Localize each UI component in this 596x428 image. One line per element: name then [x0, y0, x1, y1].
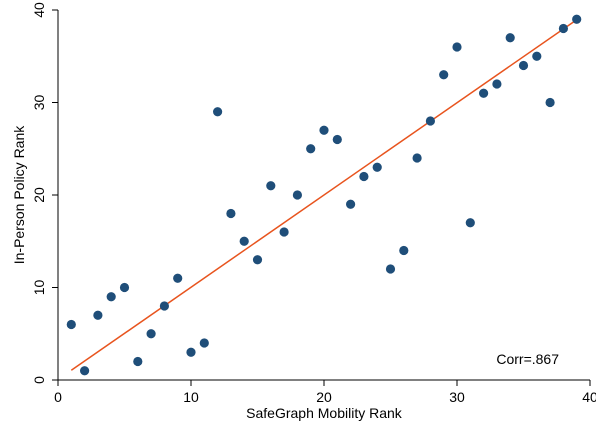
data-point: [346, 199, 356, 209]
data-point: [359, 171, 369, 182]
x-ticks: 0 10 20 30 40: [54, 380, 596, 405]
data-point: [558, 23, 569, 34]
data-point: [133, 356, 143, 367]
data-point: [492, 79, 502, 89]
data-point: [146, 329, 156, 339]
data-point: [279, 227, 289, 237]
data-point: [159, 301, 169, 311]
x-tick-label: 10: [183, 389, 199, 405]
data-point: [465, 218, 475, 228]
data-points: [66, 14, 582, 376]
data-point: [545, 97, 555, 108]
y-axis-title: In-Person Policy Rank: [11, 125, 27, 265]
data-point: [252, 255, 263, 265]
y-ticks: 0 10 20 30 40: [31, 2, 58, 384]
y-tick-label: 30: [31, 95, 47, 111]
data-point: [505, 33, 515, 43]
data-point: [572, 14, 582, 24]
data-point: [106, 292, 116, 302]
x-tick-label: 20: [316, 389, 332, 405]
y-tick-label: 20: [31, 187, 47, 203]
data-point: [385, 264, 396, 274]
data-point: [332, 134, 342, 145]
x-tick-label: 40: [582, 389, 596, 405]
data-point: [239, 236, 249, 246]
data-point: [479, 88, 489, 98]
data-point: [292, 190, 302, 200]
data-point: [119, 282, 130, 293]
data-point: [372, 162, 382, 172]
fit-line-group: [70, 19, 578, 371]
data-point: [80, 366, 90, 376]
y-tick-label: 10: [31, 280, 47, 296]
data-point: [319, 125, 329, 135]
data-point: [266, 181, 276, 191]
data-point: [532, 51, 542, 61]
data-point: [226, 208, 236, 219]
data-point: [66, 319, 76, 330]
data-point: [199, 338, 209, 348]
data-point: [399, 245, 409, 256]
data-point: [186, 347, 196, 357]
fit-line: [70, 19, 578, 371]
x-axis-title: SafeGraph Mobility Rank: [246, 405, 403, 421]
data-point: [452, 42, 462, 52]
x-tick-label: 0: [54, 389, 62, 405]
data-point: [306, 144, 316, 154]
y-tick-label: 0: [31, 376, 47, 384]
data-point: [425, 116, 435, 126]
data-point: [213, 107, 223, 117]
data-point: [518, 60, 529, 71]
data-point: [93, 310, 103, 320]
data-point: [173, 273, 183, 283]
correlation-annotation: Corr=.867: [496, 351, 559, 367]
x-tick-label: 30: [449, 389, 465, 405]
data-point: [439, 70, 449, 80]
y-tick-label: 40: [31, 2, 47, 18]
data-point: [412, 153, 422, 163]
